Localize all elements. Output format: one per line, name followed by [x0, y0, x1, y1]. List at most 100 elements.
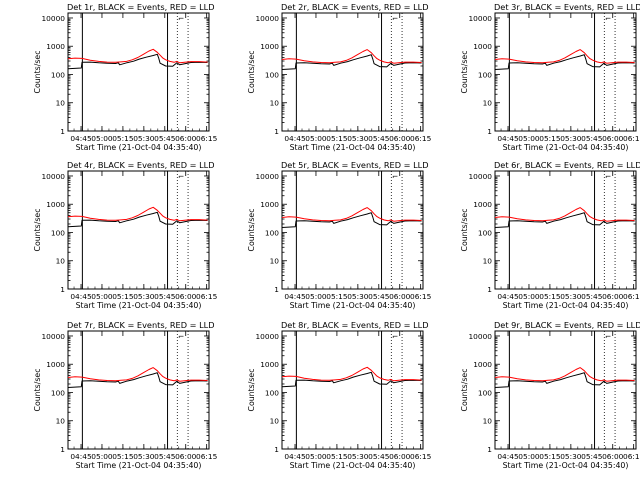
x-tick-label: 06:00 — [602, 452, 624, 461]
annotation-mark: ⌐ — [178, 14, 184, 23]
y-axis-label: Counts/sec — [460, 369, 469, 412]
annotation-mark: ⌐ — [605, 14, 611, 23]
x-tick-label: 04:45 — [497, 452, 519, 461]
y-tick-label: 10 — [483, 417, 493, 426]
panel-title: Det 6r, BLACK = Events, RED = LLD — [494, 160, 640, 170]
x-tick-label: 05:30 — [560, 134, 582, 143]
x-tick-label: 05:00 — [305, 452, 327, 461]
y-tick-label: 1000 — [46, 360, 65, 369]
y-tick-label: 100 — [265, 388, 279, 397]
y-axis-label: Counts/sec — [33, 209, 42, 252]
panel-title: Det 1r, BLACK = Events, RED = LLD — [67, 2, 215, 12]
x-tick-label: 06:15 — [196, 134, 218, 143]
y-tick-label: 10000 — [41, 172, 65, 181]
x-axis-label: Start Time (21-Oct-04 04:35:40) — [76, 461, 202, 470]
plot-frame — [494, 330, 637, 450]
x-tick-label: 04:45 — [70, 134, 92, 143]
events-series-line — [281, 371, 422, 388]
y-tick-label: 10000 — [41, 14, 65, 23]
y-tick-label: 1 — [60, 127, 65, 136]
x-tick-label: 05:30 — [347, 292, 369, 301]
lld-series-line — [281, 49, 422, 64]
y-tick-label: 1 — [274, 445, 279, 454]
x-tick-label: 05:45 — [581, 452, 603, 461]
x-tick-label: 05:00 — [305, 134, 327, 143]
x-axis-label: Start Time (21-Oct-04 04:35:40) — [290, 143, 416, 152]
x-tick-label: 05:15 — [326, 452, 348, 461]
plot-frame — [67, 330, 210, 450]
panel-title: Det 2r, BLACK = Events, RED = LLD — [281, 2, 429, 12]
x-tick-label: 05:45 — [154, 292, 176, 301]
x-tick-label: 05:00 — [305, 292, 327, 301]
lld-series-line — [494, 49, 635, 64]
x-tick-label: 04:45 — [284, 134, 306, 143]
x-tick-label: 06:00 — [175, 134, 197, 143]
y-tick-label: 10000 — [468, 172, 492, 181]
lld-series-line — [67, 367, 208, 382]
x-tick-label: 05:30 — [560, 452, 582, 461]
detector-panel-1: Det 1r, BLACK = Events, RED = LLD 1 10 100 1… — [33, 2, 218, 152]
x-tick-label: 05:30 — [133, 452, 155, 461]
x-axis-label: Start Time (21-Oct-04 04:35:40) — [76, 143, 202, 152]
x-tick-label: 05:45 — [368, 452, 390, 461]
x-tick-label: 05:45 — [154, 134, 176, 143]
x-axis-label: Start Time (21-Oct-04 04:35:40) — [503, 143, 629, 152]
detector-panel-7: Det 7r, BLACK = Events, RED = LLD 1 10 100 1… — [33, 320, 218, 470]
lld-series-line — [67, 206, 208, 222]
y-tick-label: 1000 — [260, 200, 279, 209]
x-tick-label: 06:00 — [175, 292, 197, 301]
x-tick-label: 05:30 — [133, 134, 155, 143]
y-tick-label: 10000 — [468, 332, 492, 341]
y-axis-label: Counts/sec — [33, 51, 42, 94]
x-tick-label: 05:30 — [133, 292, 155, 301]
x-tick-label: 06:00 — [389, 452, 411, 461]
x-tick-label: 05:15 — [112, 134, 134, 143]
y-tick-label: 10000 — [255, 172, 279, 181]
x-tick-label: 06:15 — [196, 292, 218, 301]
y-tick-label: 100 — [51, 388, 65, 397]
x-tick-label: 05:00 — [91, 292, 113, 301]
x-tick-label: 06:15 — [623, 292, 640, 301]
y-tick-label: 1000 — [473, 200, 492, 209]
y-axis-label: Counts/sec — [247, 209, 256, 252]
y-tick-label: 10 — [56, 99, 66, 108]
lld-series-line — [494, 207, 635, 222]
x-tick-label: 04:45 — [70, 452, 92, 461]
x-tick-label: 05:45 — [581, 134, 603, 143]
plot-frame — [67, 170, 210, 290]
y-axis-label: Counts/sec — [247, 51, 256, 94]
y-tick-label: 1 — [60, 445, 65, 454]
plot-frame — [281, 170, 424, 290]
x-tick-label: 05:15 — [112, 452, 134, 461]
plot-frame — [494, 12, 637, 132]
events-series-line — [281, 54, 422, 70]
plot-frame — [67, 12, 210, 132]
x-tick-label: 05:45 — [154, 452, 176, 461]
y-tick-label: 100 — [478, 228, 492, 237]
detector-panel-6: Det 6r, BLACK = Events, RED = LLD 1 10 100 1… — [460, 160, 640, 310]
lld-series-line — [494, 367, 635, 382]
annotation-mark: ⌐ — [605, 332, 611, 341]
events-series-line — [67, 211, 208, 228]
x-axis-label: Start Time (21-Oct-04 04:35:40) — [290, 301, 416, 310]
x-tick-label: 06:00 — [602, 292, 624, 301]
x-tick-label: 06:15 — [410, 134, 432, 143]
x-tick-label: 05:15 — [112, 292, 134, 301]
events-series-line — [494, 54, 635, 70]
x-tick-label: 04:45 — [497, 134, 519, 143]
annotation-mark: ⌐ — [392, 172, 398, 181]
x-tick-label: 06:00 — [602, 134, 624, 143]
x-tick-label: 05:15 — [326, 134, 348, 143]
y-tick-label: 10 — [483, 257, 493, 266]
y-tick-label: 10 — [270, 417, 280, 426]
events-series-line — [67, 53, 208, 70]
y-tick-label: 1000 — [46, 200, 65, 209]
x-tick-label: 04:45 — [497, 292, 519, 301]
x-tick-label: 05:45 — [368, 134, 390, 143]
x-tick-label: 05:30 — [560, 292, 582, 301]
y-axis-label: Counts/sec — [460, 51, 469, 94]
events-series-line — [494, 212, 635, 228]
events-series-line — [494, 372, 635, 388]
events-series-line — [67, 372, 208, 388]
